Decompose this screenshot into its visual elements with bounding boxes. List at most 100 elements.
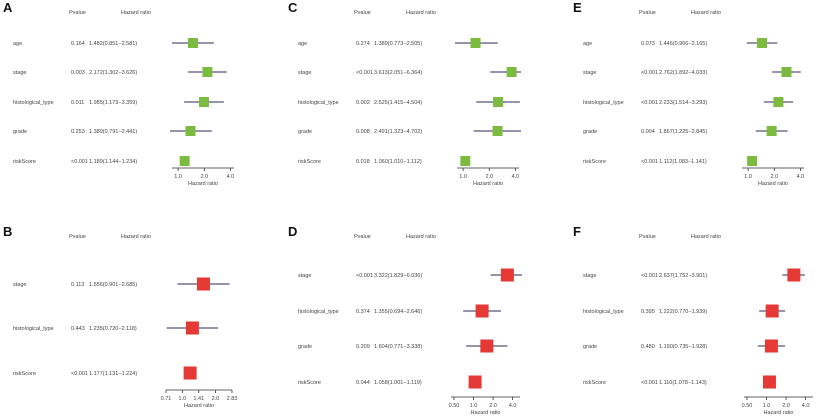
- p-value: 0.164: [71, 41, 85, 47]
- x-tick-label: 1.0: [459, 174, 467, 180]
- variable-label: histological_type: [13, 100, 54, 106]
- variable-label: riskScore: [13, 371, 36, 377]
- hr-marker: [179, 156, 190, 166]
- p-value: <0.001: [641, 380, 658, 386]
- x-tick-label: 0.50: [449, 403, 460, 409]
- hr-marker: [187, 38, 198, 48]
- hr-marker: [764, 339, 778, 353]
- x-tick-label: 2.0: [212, 396, 220, 402]
- hr-marker: [787, 268, 801, 282]
- panel-letter: E: [573, 0, 582, 15]
- hazard-ratio-header: Hazard ratio: [121, 234, 151, 240]
- hazard-ratio-ci-text: 1.389(0.773−2.505): [374, 41, 422, 47]
- hazard-ratio-ci-text: 3.322(1.829−6.036): [374, 273, 422, 279]
- hazard-ratio-header: Hazard ratio: [691, 234, 721, 240]
- p-value: 0.209: [356, 344, 370, 350]
- x-axis-title: Hazard ratio: [184, 403, 214, 409]
- variable-label: histological_type: [298, 100, 339, 106]
- variable-label: histological_type: [13, 326, 54, 332]
- hazard-ratio-header: Hazard ratio: [406, 10, 436, 16]
- variable-label: age: [13, 41, 22, 47]
- x-tick-label: 2.0: [489, 403, 497, 409]
- p-value: 0.044: [356, 380, 370, 386]
- hazard-ratio-ci-text: 1.177(1.131−1.224): [89, 371, 137, 377]
- p-value: <0.001: [71, 159, 88, 165]
- variable-label: histological_type: [298, 309, 339, 315]
- hazard-ratio-ci-text: 1.235(0.720−2.118): [89, 326, 137, 332]
- hazard-ratio-ci-text: 1.110(1.078−1.143): [659, 380, 707, 386]
- hazard-ratio-ci-text: 1.446(0.966−2.165): [659, 41, 707, 47]
- panel-letter: C: [288, 0, 298, 15]
- hazard-ratio-ci-text: 1.985(1.173−3.359): [89, 100, 137, 106]
- hr-marker: [468, 375, 482, 389]
- hr-marker: [198, 97, 209, 107]
- hr-marker: [781, 67, 792, 77]
- hr-marker: [183, 366, 197, 380]
- variable-label: stage: [13, 70, 26, 76]
- variable-label: riskScore: [583, 159, 606, 165]
- panel-letter: B: [3, 224, 12, 239]
- x-tick-label: 2.0: [485, 174, 493, 180]
- variable-label: stage: [13, 282, 26, 288]
- x-tick-label: 1.0: [763, 403, 771, 409]
- hazard-ratio-ci-text: 1.060(1.010−1.112): [374, 159, 422, 165]
- hr-marker: [762, 375, 776, 389]
- variable-label: histological_type: [583, 309, 624, 315]
- variable-label: age: [583, 41, 592, 47]
- p-value: <0.001: [641, 273, 658, 279]
- x-axis-title: Hazard ratio: [471, 410, 501, 416]
- variable-label: stage: [583, 273, 596, 279]
- x-tick-label: 1.41: [193, 396, 204, 402]
- pvalue-header: Pvalue: [639, 234, 656, 240]
- p-value: <0.001: [356, 273, 373, 279]
- x-tick-label: 0.50: [742, 403, 753, 409]
- hr-marker: [766, 126, 777, 136]
- hr-marker: [202, 67, 213, 77]
- hr-marker: [757, 38, 768, 48]
- hr-marker: [773, 97, 784, 107]
- p-value: <0.001: [641, 70, 658, 76]
- x-tick-label: 4.0: [802, 403, 810, 409]
- hr-marker: [480, 339, 494, 353]
- x-tick-label: 2.0: [782, 403, 790, 409]
- variable-label: histological_type: [583, 100, 624, 106]
- x-tick-label: 4.0: [509, 403, 517, 409]
- hazard-ratio-ci-text: 1.222(0.770−1.939): [659, 309, 707, 315]
- hazard-ratio-header: Hazard ratio: [121, 10, 151, 16]
- hazard-ratio-ci-text: 3.613(2.051−6.364): [374, 70, 422, 76]
- hazard-ratio-ci-text: 1.190(0.735−1.928): [659, 344, 707, 350]
- pvalue-header: Pvalue: [69, 234, 86, 240]
- hazard-ratio-ci-text: 2.172(1.302−3.626): [89, 70, 137, 76]
- p-value: 0.008: [356, 129, 370, 135]
- hr-marker: [506, 67, 517, 77]
- p-value: <0.001: [641, 100, 658, 106]
- x-tick-label: 1.0: [179, 396, 187, 402]
- p-value: 0.002: [356, 100, 370, 106]
- hr-marker: [493, 97, 504, 107]
- p-value: 0.073: [641, 41, 655, 47]
- hazard-ratio-ci-text: 1.867(1.225−2.845): [659, 129, 707, 135]
- x-tick-label: 1.0: [744, 174, 752, 180]
- variable-label: grade: [298, 344, 312, 350]
- p-value: <0.001: [356, 70, 373, 76]
- variable-label: grade: [298, 129, 312, 135]
- p-value: <0.001: [71, 371, 88, 377]
- variable-label: grade: [583, 344, 597, 350]
- hazard-ratio-ci-text: 1.604(0.771−3.338): [374, 344, 422, 350]
- x-axis-title: Hazard ratio: [764, 410, 794, 416]
- variable-label: grade: [583, 129, 597, 135]
- x-tick-label: 1.0: [174, 174, 182, 180]
- variable-label: stage: [298, 273, 311, 279]
- p-value: 0.004: [641, 129, 655, 135]
- p-value: 0.395: [641, 309, 655, 315]
- hazard-ratio-ci-text: 2.762(1.892−4.033): [659, 70, 707, 76]
- pvalue-header: Pvalue: [354, 234, 371, 240]
- hr-marker: [747, 156, 758, 166]
- variable-label: riskScore: [298, 159, 321, 165]
- x-tick-label: 4.0: [797, 174, 805, 180]
- panel-letter: F: [573, 224, 581, 239]
- p-value: 0.011: [71, 100, 84, 106]
- hazard-ratio-ci-text: 2.491(1.323−4.702): [374, 129, 422, 135]
- x-tick-label: 2.0: [200, 174, 208, 180]
